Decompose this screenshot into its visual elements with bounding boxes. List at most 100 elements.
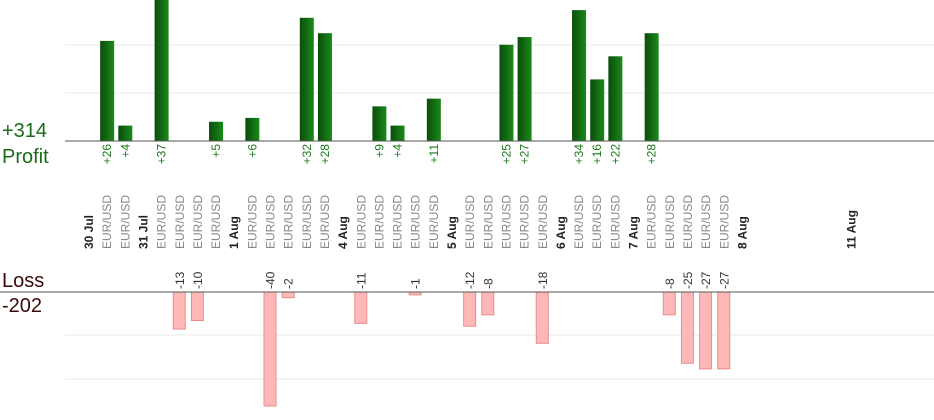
date-label: 6 Aug [554,216,568,249]
profit-value-label: +37 [155,144,169,165]
pair-label: EUR/USD [717,195,731,249]
profit-value-label: +9 [372,144,386,158]
pair-label: EUR/USD [572,195,586,249]
profit-label: Profit [2,146,49,168]
profit-bar [499,44,514,141]
loss-value-label: -13 [173,271,187,289]
loss-bar [481,291,495,316]
pair-label: EUR/USD [699,195,713,249]
pair-label: EUR/USD [118,195,132,249]
date-label: 1 Aug [227,216,241,249]
loss-value-label: -10 [191,271,205,289]
profit-bar [390,125,405,141]
profit-value-label: +27 [518,144,532,165]
profit-bar [517,37,532,141]
pair-label: EUR/USD [590,195,604,249]
profit-bar [644,33,659,142]
profit-bar [608,56,623,141]
pair-label: EUR/USD [155,195,169,249]
pair-label: EUR/USD [391,195,405,249]
loss-bar [717,291,731,370]
pair-label: EUR/USD [209,195,223,249]
profit-bars [100,0,659,142]
profit-value-label: +4 [391,144,405,158]
loss-value-label: -27 [717,271,731,289]
loss-value-label: -18 [536,271,550,289]
pair-label: EUR/USD [663,195,677,249]
profit-bar [317,33,332,142]
pair-label: EUR/USD [608,195,622,249]
pair-label: EUR/USD [481,195,495,249]
profit-bar [572,10,587,141]
profit-total: +314 [2,120,47,142]
loss-value-label: -25 [681,271,695,289]
profit-bar [154,0,169,141]
pair-label: EUR/USD [536,195,550,249]
category-labels: 30 Jul 31 Jul 1 Aug 4 Aug 5 Aug 6 Aug 7 Aug 8 A… [82,195,858,249]
pair-label: EUR/USD [409,195,423,249]
loss-bar [281,291,295,299]
loss-bar [190,291,204,321]
pair-label: EUR/USD [191,195,205,249]
date-label: 31 Jul [136,215,150,249]
profit-bar [426,98,441,141]
loss-value-label: -12 [463,271,477,289]
loss-bar [535,291,549,344]
pair-label: EUR/USD [499,195,513,249]
profit-value-label: +32 [300,144,314,165]
profit-value-label: +11 [427,144,441,164]
profit-bar [245,117,260,141]
pair-label: EUR/USD [300,195,314,249]
loss-bars [172,291,731,407]
pair-label: EUR/USD [518,195,532,249]
loss-bar [680,291,694,364]
date-label: 8 Aug [735,216,749,249]
pair-label: EUR/USD [427,195,441,249]
profit-value-label: +34 [572,144,586,165]
date-label: 5 Aug [445,216,459,249]
loss-value-labels: -13 -10 -40 -2 -11 -1 -12 -8 -18 -8 -25 -27 -27 [173,271,732,289]
loss-value-label: -40 [264,271,278,289]
loss-bar [662,291,676,316]
loss-bar [699,291,713,370]
pair-label: EUR/USD [245,195,259,249]
loss-bar [172,291,186,330]
profit-bar [299,17,314,141]
profit-bar [118,125,133,141]
loss-value-label: -11 [354,272,368,289]
date-label: 7 Aug [627,216,641,249]
pair-label: EUR/USD [318,195,332,249]
pair-label: EUR/USD [645,195,659,249]
loss-bar [263,291,277,407]
pair-label: EUR/USD [354,195,368,249]
date-label: 30 Jul [82,215,96,249]
loss-total: -202 [2,295,42,317]
loss-value-label: -2 [282,278,296,289]
profit-value-label: +25 [499,144,513,165]
pair-label: EUR/USD [372,195,386,249]
profit-value-label: +28 [318,144,332,165]
profit-value-label: +22 [608,144,622,165]
pair-label: EUR/USD [282,195,296,249]
loss-value-label: -27 [699,271,713,289]
loss-bar [463,291,477,327]
profit-value-label: +5 [209,144,223,158]
loss-value-label: -1 [409,278,423,289]
profit-value-label: +4 [118,144,132,158]
profit-value-label: +16 [590,144,604,165]
date-label: 11 Aug [844,210,858,249]
profit-bar [590,79,605,141]
loss-value-label: -8 [663,278,677,289]
profit-value-labels: +26 +4 +37 +5 +6 +32 +28 +9 +4 +11 +25 +27 +34 +16 +22… [100,144,659,165]
pair-label: EUR/USD [463,195,477,249]
pair-label: EUR/USD [173,195,187,249]
profit-bar [209,121,224,141]
profit-value-label: +28 [645,144,659,165]
profit-value-label: +6 [245,144,259,158]
date-label: 4 Aug [336,216,350,249]
pair-label: EUR/USD [264,195,278,249]
loss-value-label: -8 [481,278,495,289]
loss-bar [354,291,368,324]
profit-bar [100,40,115,141]
